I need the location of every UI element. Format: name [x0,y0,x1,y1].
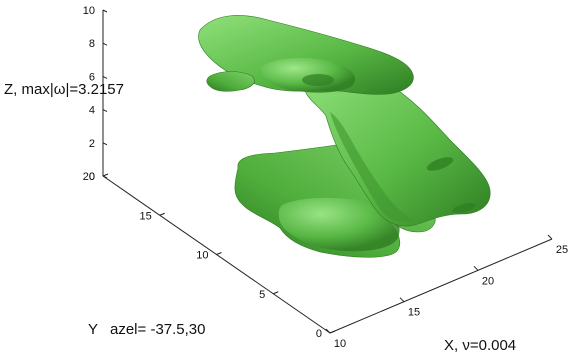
z-tick-mark [102,42,108,46]
y-axis-label: Y [88,321,98,338]
x-tick-mark [473,265,479,271]
x-tick-mark [325,328,331,334]
z-tick-label: 10 [83,5,95,17]
y-tick-label: 10 [196,250,208,262]
z-tick-label: 2 [89,138,95,150]
y-tick-label: 0 [316,328,322,340]
z-tick-mark [102,109,108,113]
z-tick-mark [102,142,108,146]
z-tick-label: 8 [89,38,95,50]
x-tick-label: 15 [408,307,420,319]
x-tick-label: 25 [556,244,568,256]
y-tick-label: 20 [83,171,95,183]
z-axis-label: Z, max|ω|=3.2157 [4,81,124,98]
z-tick-label: 4 [89,105,95,117]
isosurface-upper-slab [198,15,414,95]
isosurface-hole-column [426,157,454,171]
isosurface-hole-lower [452,203,476,213]
x-tick-mark [547,234,553,240]
x-tick-label: 10 [334,338,346,350]
z-tick-label: 6 [89,71,95,83]
view-angle-label: azel= -37.5,30 [110,321,206,338]
y-tick-mark [216,252,222,255]
y-tick-mark [102,173,109,177]
z-tick-group: 0 2 4 6 8 10 [83,5,108,183]
isosurface-hole-upper [302,74,334,86]
x-tick-mark [399,297,405,303]
x-axis-label: X, ν=0.004 [444,337,516,354]
isosurface-left-lobe [206,71,255,92]
z-tick-mark [102,175,108,179]
y-tick-mark [273,291,279,295]
isosurface-lower-highlight [278,197,400,252]
z-tick-mark [102,75,108,79]
isosurface-column [303,70,491,227]
x-tick-label: 20 [482,275,494,287]
isosurface-column-shade [330,112,414,222]
y-tick-mark [159,212,165,216]
y-tick-label: 15 [140,210,152,222]
x-axis-line [329,238,553,334]
y-tick-mark [329,330,336,334]
y-tick-label: 5 [259,289,265,301]
x-tick-group: 10 15 20 25 [325,234,568,350]
z-tick-mark [102,9,108,13]
isosurface [198,15,491,258]
z-tick-label: 0 [89,171,95,183]
y-tick-group: 0 5 10 15 20 [83,171,336,340]
